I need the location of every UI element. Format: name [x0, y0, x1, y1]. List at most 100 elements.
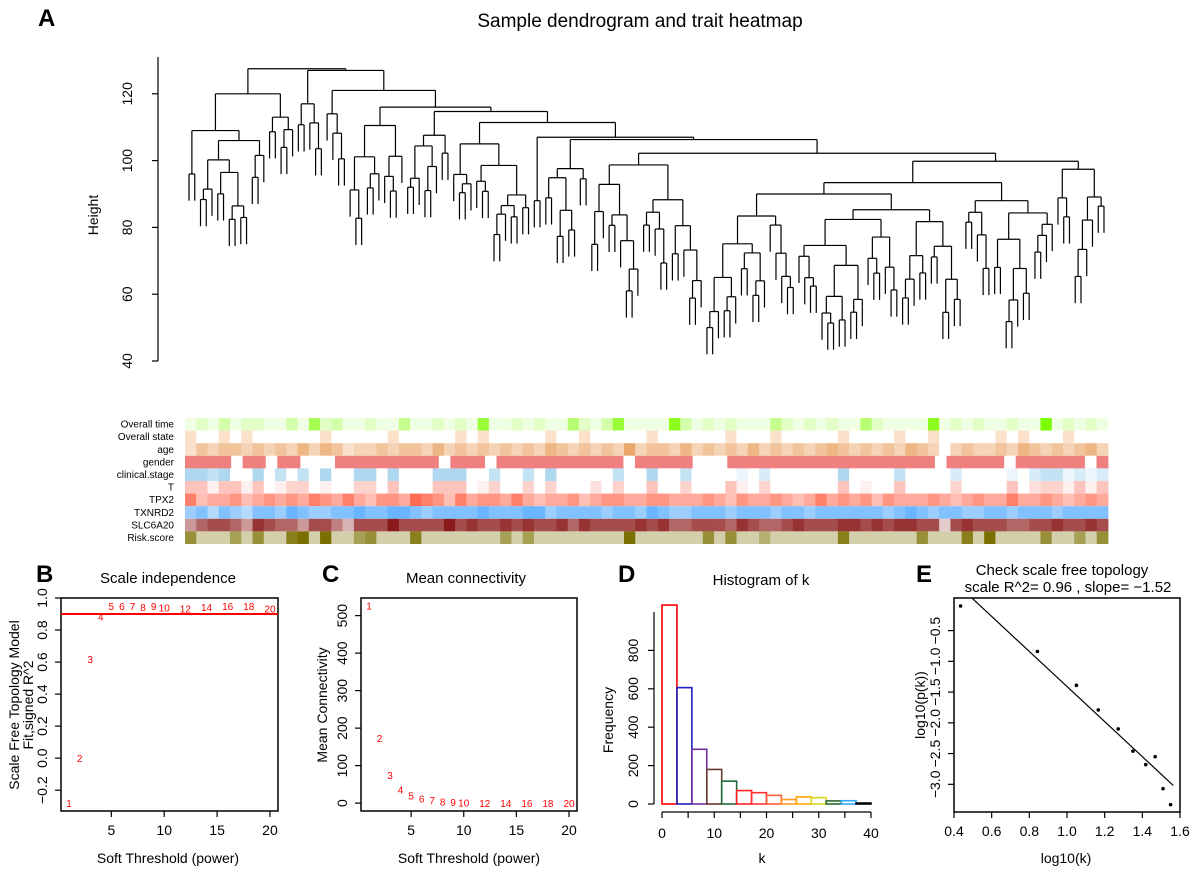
heatmap-cell	[455, 418, 467, 431]
heatmap-cell	[286, 443, 298, 456]
heatmap-cell	[443, 493, 456, 507]
heatmap-cell	[488, 493, 501, 507]
heatmap-cell	[500, 430, 512, 444]
y-tick-label: 400	[334, 641, 350, 665]
heatmap-cell	[747, 493, 760, 507]
data-point	[1168, 802, 1173, 807]
heatmap-cell	[984, 418, 996, 431]
heatmap-cell	[1051, 518, 1064, 532]
heatmap-cell	[1085, 493, 1098, 507]
heatmap-cell	[939, 468, 951, 481]
heatmap-cell	[759, 506, 771, 519]
heatmap-cell	[477, 506, 490, 519]
y-tick-label: 0	[625, 800, 641, 808]
heatmap-cell	[635, 481, 647, 494]
heatmap-cell	[477, 443, 490, 456]
heatmap-cell	[984, 506, 996, 519]
heatmap-cell	[567, 493, 580, 507]
power-point: 14	[500, 799, 512, 810]
heatmap-cell	[427, 455, 440, 469]
heatmap-cell	[725, 518, 737, 532]
heatmap-cell	[826, 518, 839, 532]
power-point: 20	[563, 799, 575, 810]
heatmap-cell	[331, 443, 343, 456]
heatmap-cell	[588, 455, 601, 469]
heatmap-cell	[894, 493, 906, 507]
heatmap-cell	[297, 531, 310, 544]
heatmap-cell	[905, 518, 918, 532]
heatmap-cell	[545, 518, 557, 532]
heatmap-cell	[871, 468, 884, 481]
heatmap-cell	[398, 418, 411, 431]
heatmap-cell	[196, 418, 208, 431]
histogram-bar	[855, 802, 872, 805]
heatmap-cell	[669, 430, 681, 444]
heatmap-cell	[1017, 531, 1030, 544]
histogram-bar	[735, 789, 753, 805]
heatmap-cell	[522, 493, 535, 507]
data-point	[1074, 683, 1079, 688]
heatmap-cell	[421, 531, 434, 544]
heatmap-cell	[404, 455, 417, 469]
heatmap-cell	[410, 443, 422, 456]
heatmap-cell	[1040, 418, 1053, 431]
heatmap-cell	[185, 481, 197, 494]
scale-free-plot: 0.4 0.6 0.8 1.0 1.2 1.4 1.6 −3.0 −2.5 −2.0 −1.5 −1.…	[927, 597, 1190, 839]
heatmap-cell	[916, 430, 929, 444]
heatmap-cell	[612, 418, 625, 431]
heatmap-cell	[781, 430, 794, 444]
heatmap-cell	[275, 468, 287, 481]
heatmap-cell	[297, 430, 310, 444]
heatmap-cell	[747, 430, 760, 444]
heatmap-cell	[331, 506, 343, 519]
heatmap-cell	[635, 493, 647, 507]
heatmap-cell	[331, 418, 343, 431]
power-point: 5	[109, 602, 115, 613]
heatmap-cell	[759, 493, 771, 507]
heatmap-cell	[207, 443, 220, 456]
heatmap-cell	[894, 430, 906, 444]
histogram-bar	[705, 768, 723, 805]
heatmap-cell	[263, 506, 276, 519]
heatmap-cell	[646, 531, 659, 544]
histogram-bar	[810, 796, 828, 805]
heatmap-cell	[831, 455, 844, 469]
heatmap-cell	[784, 455, 797, 469]
heatmap-cell	[320, 430, 332, 444]
heatmap-cell	[681, 455, 694, 469]
heatmap-cell	[894, 506, 906, 519]
scale-independence-title: Scale independence	[100, 570, 236, 587]
heatmap-cell	[1074, 518, 1086, 532]
heatmap-cell	[1051, 481, 1064, 494]
heatmap-cell	[796, 455, 809, 469]
power-point: 2	[377, 734, 383, 745]
heatmap-cell	[747, 418, 760, 431]
heatmap-cell	[792, 518, 805, 532]
heatmap-cell	[466, 506, 479, 519]
heatmap-cell	[218, 531, 231, 544]
heatmap-cell	[556, 493, 569, 507]
heatmap-cell	[770, 468, 782, 481]
x-tick-label: 15	[209, 822, 225, 838]
heatmap-cell	[714, 518, 726, 532]
heatmap-cell	[1074, 418, 1086, 431]
heatmap-cell	[522, 518, 535, 532]
heatmap-cell	[601, 443, 614, 456]
heatmap-cell	[623, 506, 636, 519]
heatmap-cell	[488, 506, 501, 519]
heatmap-cell	[612, 481, 625, 494]
power-point: 1	[366, 602, 372, 613]
trait-label: Overall time	[121, 420, 175, 431]
heatmap-cell	[781, 468, 794, 481]
heatmap-cell	[702, 443, 715, 456]
heatmap-cell	[230, 493, 242, 507]
heatmap-cell	[1051, 430, 1064, 444]
heatmap-cell	[230, 518, 242, 532]
heatmap-cell	[1096, 468, 1109, 481]
y-tick-label: 1.0	[34, 588, 50, 608]
heatmap-cell	[590, 430, 602, 444]
heatmap-cell	[533, 481, 546, 494]
heatmap-cell	[646, 506, 659, 519]
